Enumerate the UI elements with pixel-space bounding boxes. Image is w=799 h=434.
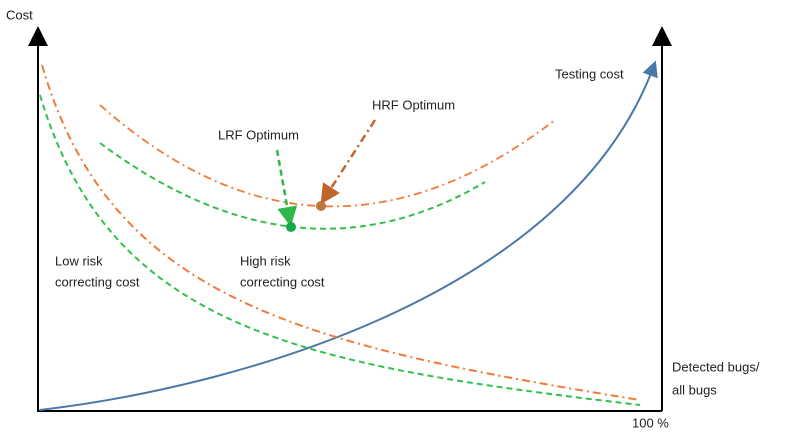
- low-risk-label: Low risk: [55, 253, 103, 268]
- hrf-total-curve: [99, 104, 556, 208]
- high-risk-label: correcting cost: [240, 274, 325, 289]
- x-end-label: 100 %: [632, 415, 669, 430]
- high-risk-label: High risk: [240, 253, 291, 268]
- low-risk-cost-curve: [39, 94, 641, 406]
- lrf-total-curve: [99, 142, 486, 230]
- lrf-optimum-point: [286, 222, 296, 232]
- hrf-arrow: [320, 119, 377, 205]
- testing-cost-label: Testing cost: [555, 66, 624, 81]
- testing-cost-curve: [39, 60, 658, 411]
- x-axis-label: all bugs: [672, 382, 717, 397]
- hrf-optimum-point: [316, 201, 326, 211]
- x-axis-label: Detected bugs/: [672, 359, 760, 374]
- lrf-optimum-label: LRF Optimum: [218, 127, 299, 142]
- y-axis-label: Cost: [6, 7, 33, 22]
- high-risk-cost-curve: [41, 64, 641, 401]
- lrf-arrow: [275, 149, 298, 227]
- low-risk-label: correcting cost: [55, 274, 140, 289]
- hrf-optimum-label: HRF Optimum: [372, 97, 455, 112]
